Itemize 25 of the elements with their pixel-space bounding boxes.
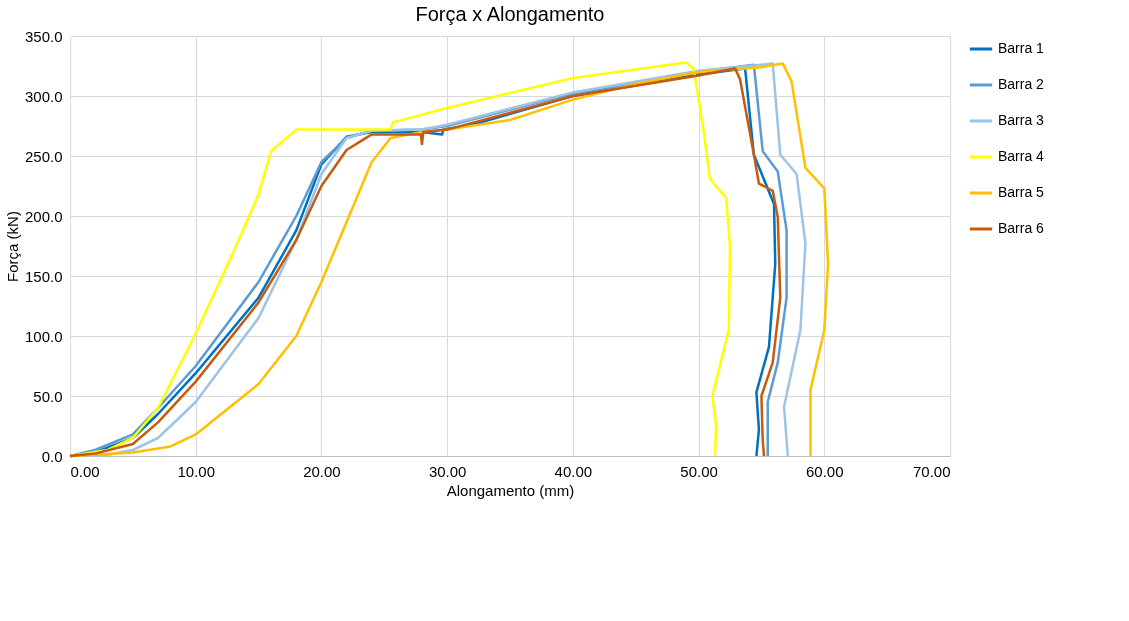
x-tick-label: 0.00 bbox=[70, 462, 100, 480]
y-tick-label: 200.0 bbox=[24, 207, 63, 225]
y-tick-label: 0.0 bbox=[41, 447, 63, 465]
y-tick-label: 100.0 bbox=[24, 327, 63, 345]
legend-label: Barra 2 bbox=[998, 76, 1045, 92]
x-tick-label: 70.00 bbox=[912, 462, 951, 480]
chart-title: Força x Alongamento bbox=[415, 3, 605, 25]
y-tick-label: 150.0 bbox=[24, 267, 63, 285]
y-tick-label: 250.0 bbox=[24, 147, 63, 165]
legend-label: Barra 6 bbox=[998, 220, 1045, 236]
x-tick-label: 20.00 bbox=[303, 462, 341, 480]
legend-label: Barra 5 bbox=[998, 184, 1045, 200]
x-axis-title: Alongamento (mm) bbox=[446, 481, 575, 499]
x-tick-label: 50.00 bbox=[680, 462, 718, 480]
y-tick-label: 300.0 bbox=[24, 87, 63, 105]
legend-label: Barra 3 bbox=[998, 112, 1045, 128]
x-tick-label: 40.00 bbox=[554, 462, 593, 480]
legend-label: Barra 1 bbox=[998, 40, 1045, 56]
x-tick-label: 10.00 bbox=[177, 462, 215, 480]
x-tick-label: 30.00 bbox=[428, 462, 467, 480]
y-axis-title: Força (kN) bbox=[3, 211, 21, 282]
legend-label: Barra 4 bbox=[998, 148, 1045, 164]
x-tick-label: 60.00 bbox=[806, 462, 844, 480]
y-tick-label: 350.0 bbox=[24, 27, 63, 45]
y-tick-label: 50.0 bbox=[33, 387, 63, 405]
